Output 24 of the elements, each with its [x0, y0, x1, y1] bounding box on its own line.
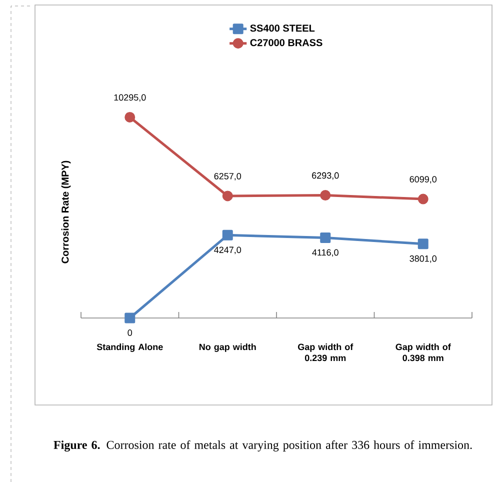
x-tick-label: Gap width of 0.398 mm	[396, 343, 451, 362]
legend-label: C27000 BRASS	[250, 39, 322, 46]
y-axis-title: Corrosion Rate (MPY)	[61, 160, 71, 264]
point	[222, 230, 233, 240]
data-label: 6099,0	[410, 176, 437, 184]
x-tick-label: No gap width	[199, 343, 256, 352]
data-label: 4116,0	[312, 249, 338, 257]
data-label: 4247,0	[214, 246, 242, 254]
point	[222, 190, 233, 202]
point	[320, 190, 331, 200]
data-label: 3801,0	[410, 255, 437, 263]
data-label: 0	[128, 329, 132, 336]
point	[418, 238, 428, 250]
legend-label: SS400 STEEL	[250, 24, 315, 32]
data-label: 10295,0	[114, 94, 146, 102]
data-label: 6257,0	[214, 172, 242, 180]
point	[124, 312, 136, 324]
point	[124, 112, 136, 122]
data-label: 6293,0	[312, 172, 339, 180]
x-tick-label: Standing Alone	[96, 343, 163, 352]
text: Figure 6. Corrosion rate of metals at varying position after 336 hours of immersion.	[54, 440, 472, 452]
x-tick-label: Gap width of 0.239 mm	[298, 343, 354, 362]
point	[320, 232, 331, 243]
point	[418, 194, 428, 204]
